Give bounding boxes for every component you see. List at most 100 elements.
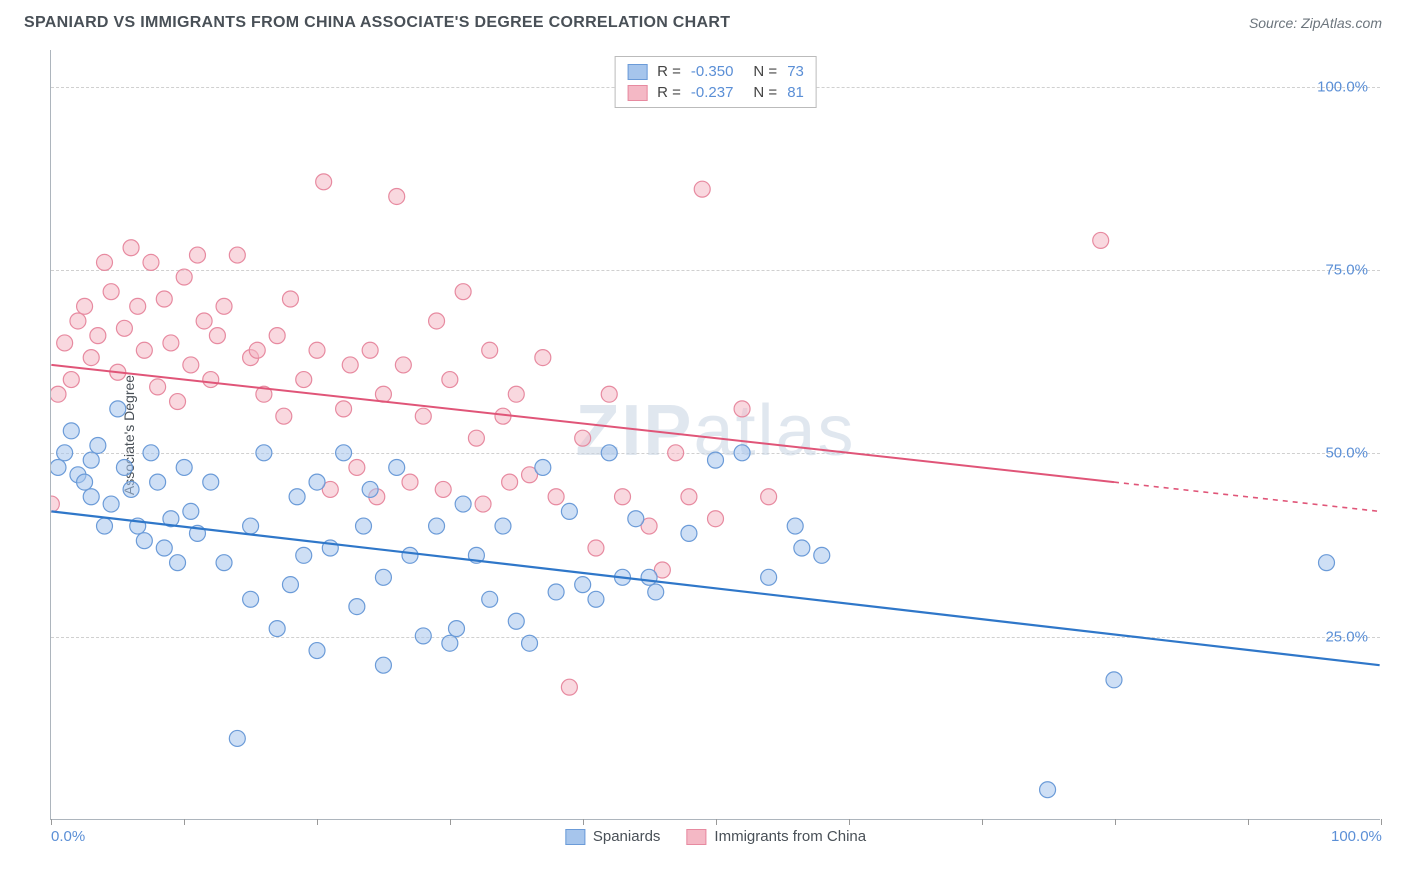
data-point [282, 577, 298, 593]
stat-legend-box: R = -0.350 N = 73 R = -0.237 N = 81 [614, 56, 817, 108]
data-point [429, 518, 445, 534]
data-point [143, 254, 159, 270]
data-point [561, 679, 577, 695]
data-point [814, 547, 830, 563]
data-point [249, 342, 265, 358]
data-point [681, 489, 697, 505]
chart-title: SPANIARD VS IMMIGRANTS FROM CHINA ASSOCI… [24, 14, 730, 32]
data-point [243, 518, 259, 534]
data-point [309, 474, 325, 490]
data-point [442, 372, 458, 388]
data-point [209, 328, 225, 344]
data-point [130, 298, 146, 314]
n-label: N = [753, 84, 777, 101]
data-point [734, 445, 750, 461]
data-point [176, 459, 192, 475]
data-point [51, 459, 66, 475]
data-point [170, 555, 186, 571]
data-point [123, 240, 139, 256]
data-point [628, 511, 644, 527]
data-point [143, 445, 159, 461]
x-tick-label: 0.0% [51, 828, 85, 845]
data-point [83, 350, 99, 366]
data-point [51, 386, 66, 402]
swatch-china [686, 829, 706, 845]
data-point [482, 342, 498, 358]
r-value-spaniards: -0.350 [691, 63, 734, 80]
header: SPANIARD VS IMMIGRANTS FROM CHINA ASSOCI… [0, 0, 1406, 40]
data-point [336, 445, 352, 461]
data-point [375, 569, 391, 585]
data-point [229, 730, 245, 746]
data-point [375, 386, 391, 402]
n-label: N = [753, 63, 777, 80]
data-point [362, 481, 378, 497]
data-point [83, 489, 99, 505]
data-point [356, 518, 372, 534]
data-point [734, 401, 750, 417]
data-point [296, 547, 312, 563]
data-point [601, 445, 617, 461]
data-point [601, 386, 617, 402]
data-point [296, 372, 312, 388]
r-label: R = [657, 84, 681, 101]
data-point [269, 621, 285, 637]
data-point [1106, 672, 1122, 688]
data-point [136, 533, 152, 549]
chart-plot-area: Associate's Degree 25.0%50.0%75.0%100.0%… [50, 50, 1380, 820]
bottom-legend: Spaniards Immigrants from China [565, 828, 866, 845]
data-point [269, 328, 285, 344]
data-point [156, 540, 172, 556]
data-point [482, 591, 498, 607]
data-point [183, 503, 199, 519]
data-point [156, 291, 172, 307]
data-point [103, 496, 119, 512]
data-point [641, 569, 657, 585]
legend-item-china: Immigrants from China [686, 828, 866, 845]
data-point [256, 445, 272, 461]
data-point [77, 298, 93, 314]
data-point [289, 489, 305, 505]
x-tick-label: 100.0% [1331, 828, 1382, 845]
data-point [282, 291, 298, 307]
data-point [51, 496, 59, 512]
data-point [548, 489, 564, 505]
data-point [57, 445, 73, 461]
data-point [389, 188, 405, 204]
data-point [502, 474, 518, 490]
legend-label-spaniards: Spaniards [593, 828, 661, 845]
data-point [150, 379, 166, 395]
data-point [508, 613, 524, 629]
data-point [216, 555, 232, 571]
trend-line-dashed [1114, 482, 1380, 511]
data-point [103, 284, 119, 300]
data-point [116, 459, 132, 475]
data-point [575, 577, 591, 593]
data-point [435, 481, 451, 497]
data-point [97, 254, 113, 270]
source-label: Source: ZipAtlas.com [1249, 15, 1382, 31]
n-value-china: 81 [787, 84, 804, 101]
data-point [794, 540, 810, 556]
swatch-spaniards [565, 829, 585, 845]
data-point [402, 474, 418, 490]
data-point [761, 489, 777, 505]
data-point [63, 423, 79, 439]
legend-item-spaniards: Spaniards [565, 828, 661, 845]
data-point [448, 621, 464, 637]
data-point [1319, 555, 1335, 571]
data-point [708, 452, 724, 468]
stat-row-spaniards: R = -0.350 N = 73 [627, 61, 804, 82]
data-point [77, 474, 93, 490]
data-point [389, 459, 405, 475]
data-point [336, 401, 352, 417]
data-point [508, 386, 524, 402]
swatch-china [627, 85, 647, 101]
r-value-china: -0.237 [691, 84, 734, 101]
data-point [787, 518, 803, 534]
data-point [575, 430, 591, 446]
stat-row-china: R = -0.237 N = 81 [627, 82, 804, 103]
data-point [349, 599, 365, 615]
data-point [57, 335, 73, 351]
data-point [116, 320, 132, 336]
